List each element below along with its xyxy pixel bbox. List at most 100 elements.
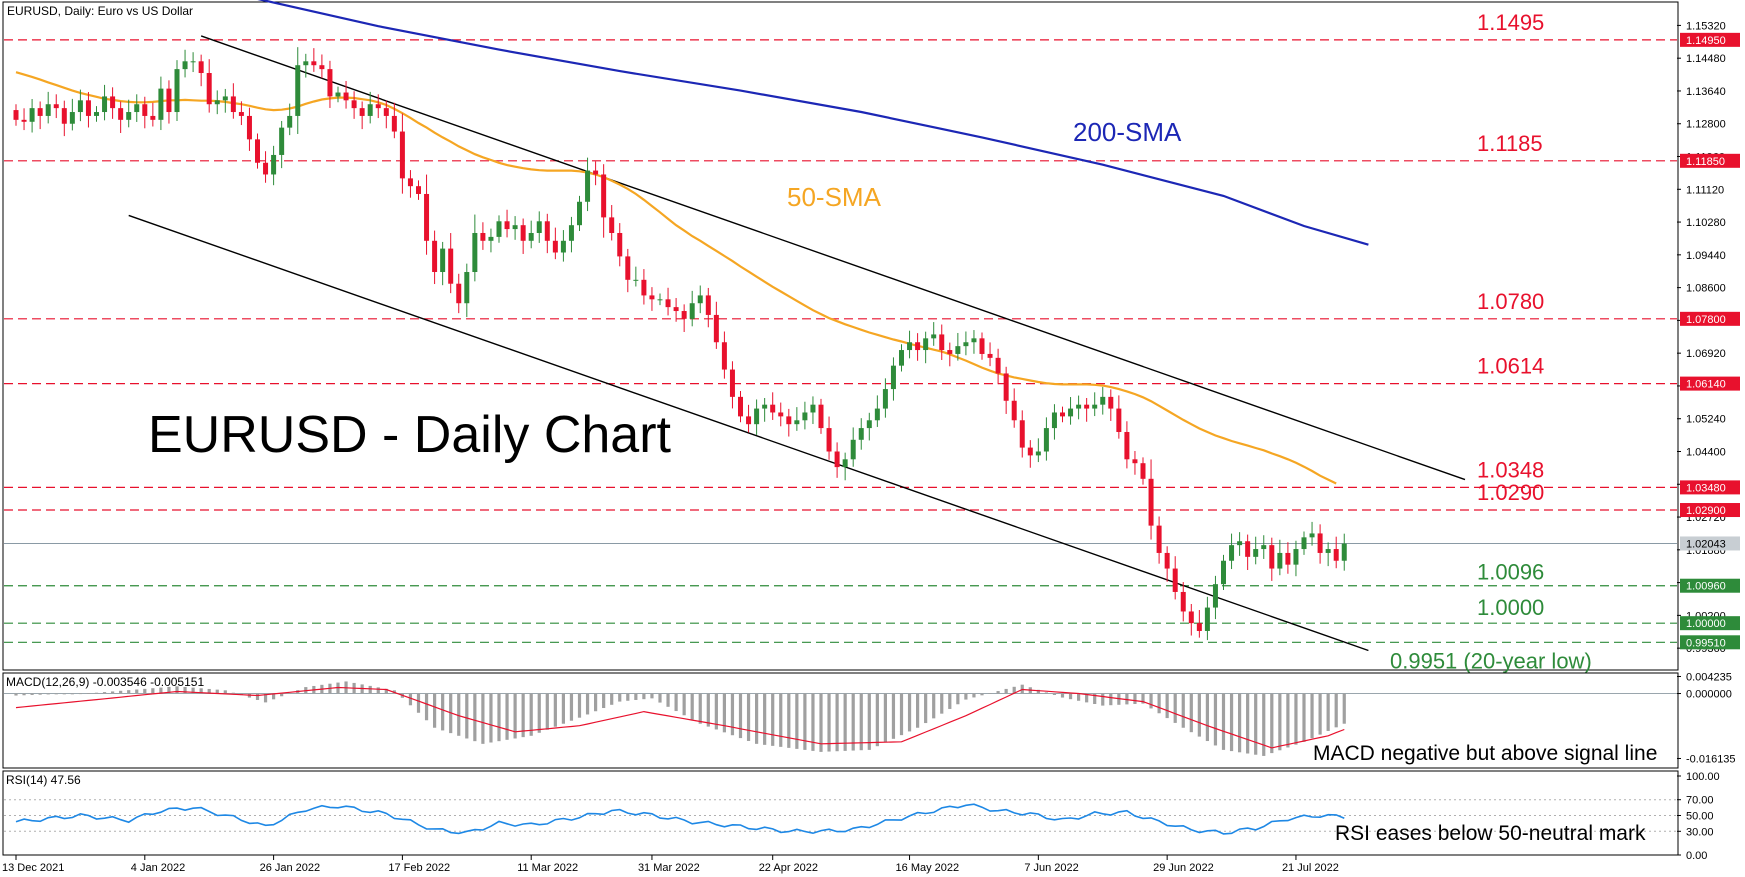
price-tick-label: 1.14480 xyxy=(1686,53,1726,65)
candle-body xyxy=(504,221,510,230)
candle-body xyxy=(367,104,373,116)
macd-bar xyxy=(1060,693,1065,698)
candle xyxy=(118,101,124,134)
time-axis: 13 Dec 2021 4 Jan 2022 26 Jan 2022 17 Feb 2… xyxy=(2,855,1339,874)
candle xyxy=(979,332,985,360)
macd-bar xyxy=(1012,686,1016,694)
candle xyxy=(641,269,647,305)
candle xyxy=(890,357,896,401)
candle xyxy=(810,396,816,425)
macd-bar xyxy=(1101,693,1105,706)
sma50-path xyxy=(15,71,1337,485)
macd-bar xyxy=(465,693,469,739)
macd-bar xyxy=(553,693,557,727)
candlesticks xyxy=(13,47,1347,641)
candle xyxy=(1132,451,1138,475)
candle xyxy=(665,287,671,316)
channel-upper-line xyxy=(200,35,1466,481)
candle xyxy=(424,174,430,255)
candle xyxy=(1116,395,1122,439)
price-tick-label: 1.08600 xyxy=(1686,283,1726,295)
candle xyxy=(963,331,969,356)
candle xyxy=(77,89,83,122)
candle xyxy=(882,378,888,418)
candle xyxy=(198,54,204,87)
level-tag-label: 1.11850 xyxy=(1686,156,1725,168)
candle-body xyxy=(1076,404,1082,409)
macd-bar xyxy=(424,693,429,721)
candle xyxy=(617,223,623,267)
level-tag-label: 1.14950 xyxy=(1686,35,1726,47)
candle xyxy=(383,100,389,129)
candle xyxy=(456,273,462,314)
macd-bar xyxy=(481,693,485,744)
macd-bar xyxy=(1310,693,1314,739)
macd-bar xyxy=(907,693,912,732)
candle xyxy=(1229,533,1235,570)
macd-bar xyxy=(698,693,702,724)
macd-bar xyxy=(658,693,662,703)
macd-bar xyxy=(505,693,509,740)
candle-body xyxy=(625,256,631,280)
current-price-tag-label: 1.02043 xyxy=(1686,538,1726,550)
level-tag-label: 1.00960 xyxy=(1686,581,1726,593)
candle-body xyxy=(1285,552,1291,565)
candle xyxy=(609,205,615,241)
candle-body xyxy=(899,350,904,366)
candle xyxy=(520,218,526,254)
macd-bar xyxy=(972,693,976,698)
macd-bar xyxy=(851,693,855,751)
level-tag-label: 1.03480 xyxy=(1686,482,1726,494)
macd-bar xyxy=(54,693,58,695)
macd-bar xyxy=(738,693,743,739)
level-tag-box xyxy=(1680,480,1740,495)
candle xyxy=(1100,386,1106,415)
candle-body xyxy=(810,404,816,413)
macd-bar xyxy=(569,693,574,721)
candle xyxy=(1051,404,1057,440)
candle xyxy=(190,52,196,73)
candle xyxy=(1237,532,1243,556)
candle xyxy=(496,215,502,243)
candle-body xyxy=(1011,400,1017,421)
macd-bar xyxy=(207,688,211,694)
candle-body xyxy=(94,112,99,116)
candle-body xyxy=(633,279,639,281)
candle xyxy=(110,87,116,119)
level-tag-box xyxy=(1680,153,1740,168)
sma50-label: 50-SMA xyxy=(787,182,882,212)
level-tag-label: 1.06140 xyxy=(1686,379,1726,391)
candle-body xyxy=(255,139,260,163)
current-price-tag-box xyxy=(1680,536,1740,551)
macd-bar xyxy=(730,693,735,736)
rsi-note: RSI eases below 50-neutral mark xyxy=(1335,822,1646,845)
candle xyxy=(1277,539,1283,576)
macd-bar xyxy=(151,688,155,694)
macd-bar xyxy=(1173,693,1177,723)
candle xyxy=(158,76,164,131)
macd-bar xyxy=(489,693,493,743)
candle xyxy=(1309,521,1315,546)
candle xyxy=(1317,524,1323,564)
macd-bar xyxy=(46,693,50,695)
candle-body xyxy=(649,295,655,300)
candle xyxy=(440,241,446,286)
candle-body xyxy=(754,408,760,425)
macd-tick-label: 0.000000 xyxy=(1686,689,1732,701)
candle xyxy=(391,102,397,139)
candle xyxy=(1076,395,1082,420)
candle-body xyxy=(134,104,140,113)
candle-body xyxy=(842,459,848,468)
candle-body xyxy=(206,73,212,105)
candle-body xyxy=(311,61,317,66)
candle xyxy=(681,304,687,333)
candle-body xyxy=(947,350,953,354)
candle xyxy=(1253,536,1259,565)
price-tick-label: 1.05240 xyxy=(1686,414,1726,426)
candle-body xyxy=(1043,428,1049,452)
macd-bar xyxy=(956,693,960,705)
time-tick-label: 26 Jan 2022 xyxy=(260,862,321,874)
candle xyxy=(1172,556,1178,600)
candle-body xyxy=(110,96,116,109)
macd-bar xyxy=(891,693,896,739)
